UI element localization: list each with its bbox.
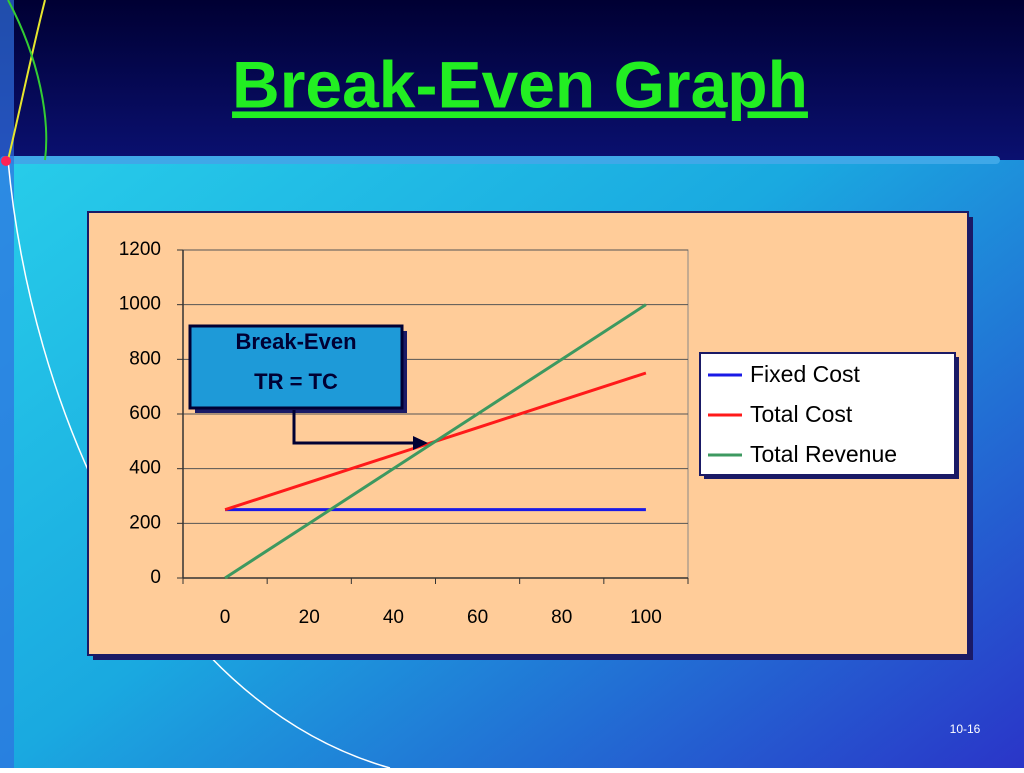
y-tick-label: 200 bbox=[129, 512, 161, 533]
legend-label: Fixed Cost bbox=[750, 361, 861, 387]
x-tick-label: 100 bbox=[630, 607, 662, 628]
y-tick-label: 400 bbox=[129, 458, 161, 479]
divider bbox=[0, 156, 1000, 164]
x-tick-label: 40 bbox=[383, 607, 404, 628]
annotation-text: TR = TC bbox=[254, 369, 338, 394]
arrow-head bbox=[413, 436, 428, 450]
legend-label: Total Cost bbox=[750, 401, 853, 427]
legend bbox=[699, 352, 956, 476]
left-band bbox=[0, 0, 14, 768]
x-tick-label: 80 bbox=[551, 607, 572, 628]
y-tick-label: 1200 bbox=[119, 239, 161, 260]
x-tick-label: 20 bbox=[299, 607, 320, 628]
x-tick-label: 60 bbox=[467, 607, 488, 628]
y-tick-label: 1000 bbox=[119, 294, 161, 315]
series-line bbox=[224, 303, 647, 580]
decor-curve bbox=[7, 0, 48, 161]
annotation-box bbox=[188, 324, 404, 410]
y-tick-label: 0 bbox=[150, 567, 161, 588]
annotation-arrow bbox=[292, 410, 415, 445]
decor-dot bbox=[1, 156, 11, 166]
slide-title: Break-Even Graph bbox=[232, 47, 808, 121]
y-tick-label: 600 bbox=[129, 403, 161, 424]
x-tick-label: 0 bbox=[220, 607, 231, 628]
title-band bbox=[0, 0, 1024, 160]
decor-curve bbox=[7, 0, 46, 161]
slide-number: 10-16 bbox=[950, 722, 981, 736]
annotation-title: Break-Even bbox=[235, 329, 356, 354]
y-tick-label: 800 bbox=[129, 348, 161, 369]
legend-label: Total Revenue bbox=[750, 441, 897, 467]
